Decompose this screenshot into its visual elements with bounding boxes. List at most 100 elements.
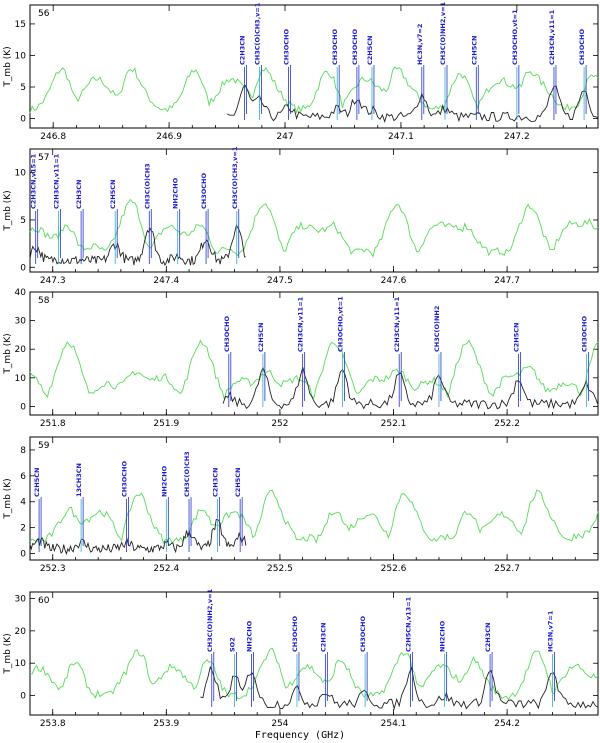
line-label-56: CH3OCHO [351,29,359,65]
y-tick-label-56: 15 [15,20,26,30]
x-tick-label-59: 252.4 [153,564,179,574]
line-label-58: CH3C(O)NH2 [433,306,441,352]
line-label-59: 13CH3CN [75,463,83,497]
line-label-56: C2H3CN,v11=1 [548,9,556,65]
line-label-60: C2H5CN,v13=1 [405,596,413,652]
y-axis-label-59: T_mb (K) [3,478,13,519]
x-tick-label-58: 251.9 [153,419,179,429]
model-spectrum-56 [29,66,599,115]
x-tick-label-60: 253.8 [40,719,66,729]
x-tick-label-57: 247.6 [381,276,407,286]
line-label-56: C2H5CN [470,36,478,65]
model-spectrum-57 [29,198,599,258]
panel-frame-58 [29,291,599,416]
line-label-59: CH3OCHO [121,461,129,497]
y-tick-label-57: 5 [20,216,26,226]
line-label-60: NH2CHO [246,620,254,652]
line-label-57: C2H5CN [109,180,117,209]
x-tick-label-57: 247.4 [153,276,179,286]
panel-frame-59 [29,436,599,561]
line-label-56: CH3C(O)NH2,v=1 [439,1,447,65]
panel-number-59: 59 [38,441,50,451]
x-tick-label-60: 253.9 [153,719,179,729]
line-label-58: CH3OCHO [223,316,231,352]
line-label-58: C2H3CN,v11=1 [393,296,401,352]
y-tick-label-58: 0 [20,402,26,412]
line-label-56: C2H5CN [366,36,374,65]
panel-number-60: 60 [38,596,50,606]
x-axis-title: Frequency (GHz) [255,730,345,741]
line-label-57: C2H3CN,v15=1 [30,153,38,209]
y-tick-label-60: 30 [15,594,27,604]
panel-frame-56 [29,4,599,129]
observed-spectrum-58 [222,366,599,410]
y-tick-label-59: 0 [20,550,26,560]
x-tick-label-58: 252.1 [381,419,407,429]
y-tick-label-56: 0 [20,115,26,125]
x-tick-label-60: 254 [271,719,288,729]
y-axis-label-58: T_mb (K) [3,333,13,374]
line-label-57: C2H3CN,v11=1 [52,153,60,209]
panel-number-56: 56 [38,9,50,19]
y-tick-label-60: 0 [20,692,26,702]
y-tick-label-59: 4 [20,498,26,508]
line-label-56: CH3C(O)CH3,v=1 [254,2,262,65]
x-tick-label-59: 252.6 [381,564,407,574]
x-tick-label-60: 254.1 [381,719,407,729]
x-tick-label-56: 246.8 [40,132,66,142]
model-spectrum-59 [29,489,599,545]
y-tick-label-56: 10 [15,51,27,61]
line-label-58: C2H5CN [512,323,520,352]
x-tick-label-57: 247.3 [40,276,66,286]
y-tick-label-59: 2 [20,524,26,534]
x-tick-label-56: 247.2 [504,132,530,142]
line-label-58: C2H5CN [257,323,265,352]
line-label-57: NH2CHO [172,177,180,209]
y-tick-label-58: 10 [15,374,27,384]
line-label-56: HC3N,v7=2 [416,24,424,65]
line-label-59: C2H5CN [234,468,242,497]
line-label-60: C2H3CN [484,623,492,652]
line-label-57: CH3C(O)CH3,v=1 [231,146,239,209]
y-tick-label-56: 5 [20,83,26,93]
observed-spectrum-60 [200,665,599,711]
x-tick-label-58: 252 [271,419,288,429]
line-label-60: SO2 [228,637,236,652]
line-label-60: CH3OCHO [291,616,299,652]
y-tick-label-58: 40 [15,288,27,298]
panel-frame-57 [29,148,599,273]
observed-spectrum-59 [29,518,247,556]
y-tick-label-58: 20 [15,345,27,355]
panel-number-57: 57 [38,153,49,163]
x-tick-label-56: 247.1 [388,132,414,142]
line-label-56: CH3OCHO [331,29,339,65]
x-tick-label-56: 247 [276,132,293,142]
line-label-60: HC3N,v7=1 [547,610,555,652]
line-label-56: CH3OCHO [282,29,290,65]
y-axis-label-60: T_mb (K) [3,633,13,674]
observed-spectrum-56 [226,84,599,123]
panel-frame-60 [29,591,599,716]
y-tick-label-57: 10 [15,169,27,179]
line-label-56: CH3OCHO,vt=1 [511,9,519,65]
line-label-57: CH3OCHO [200,173,208,209]
x-tick-label-57: 247.5 [267,276,293,286]
x-tick-label-59: 252.7 [494,564,520,574]
panel-number-58: 58 [38,296,50,306]
line-label-59: NH2CHO [160,465,168,497]
line-label-59: C2H3CN [211,468,219,497]
model-spectrum-58 [29,339,599,400]
line-label-56: CH3OCHO [578,29,586,65]
y-tick-label-60: 10 [15,659,27,669]
line-label-59: C2H5CN [33,468,41,497]
y-tick-label-60: 20 [15,627,27,637]
model-spectrum-60 [29,647,599,701]
line-label-57: C2H3CN [75,180,83,209]
y-tick-label-58: 30 [15,317,27,327]
line-label-58: C2H3CN,v11=1 [297,296,305,352]
y-axis-label-57: T_mb (K) [3,190,13,231]
x-tick-label-58: 251.8 [40,419,66,429]
x-tick-label-56: 246.9 [156,132,182,142]
x-tick-label-59: 252.3 [40,564,66,574]
